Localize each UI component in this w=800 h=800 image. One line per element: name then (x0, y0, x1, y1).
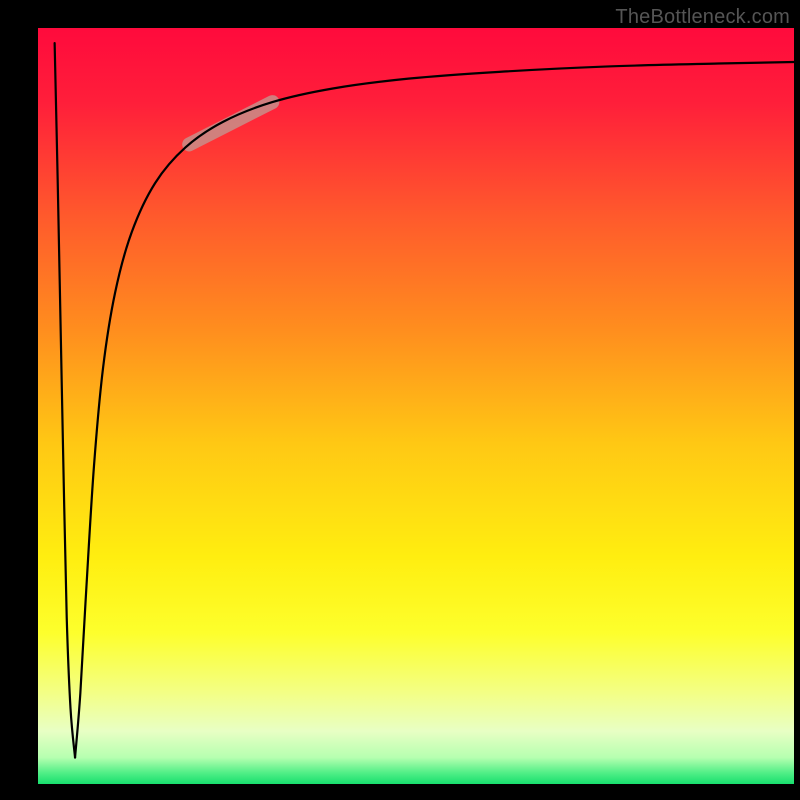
left-falling-curve (55, 43, 75, 757)
chart-outer-frame: TheBottleneck.com (0, 0, 800, 800)
highlight-pill (189, 102, 272, 144)
curve-layer (38, 28, 794, 784)
right-rising-curve (75, 62, 794, 758)
watermark-text: TheBottleneck.com (615, 6, 790, 29)
chart-plot-area (38, 28, 794, 776)
